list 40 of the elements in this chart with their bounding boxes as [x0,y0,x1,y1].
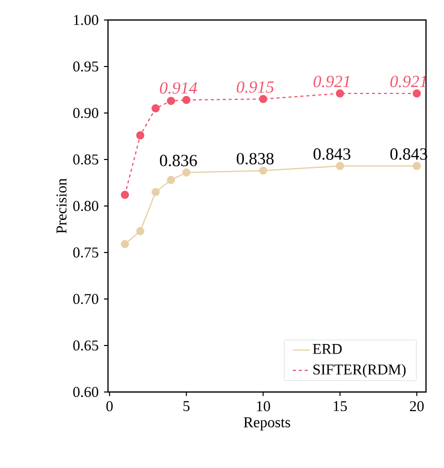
x-tick-label: 10 [257,401,270,412]
point [120,190,129,199]
point [259,166,268,175]
point [182,168,190,177]
y-tick-label: 0.70 [73,294,98,304]
point [152,188,160,196]
x-tick-label: 20 [410,401,424,412]
point [152,104,160,112]
y-tick-label: 0.85 [73,154,98,165]
y-tick-label: 0.65 [73,340,98,351]
y-tick-label: 0.75 [73,247,98,258]
data-label: 0.836 [160,154,197,166]
data-label: 0.921 [314,76,350,88]
point [120,240,129,248]
y-tick-label: 0.60 [73,386,98,398]
data-label: 0.843 [314,148,350,160]
legend-label: ERD [312,344,342,354]
data-label: 0.914 [160,82,198,94]
y-tick-label: 0.95 [73,61,98,72]
x-axis-title: Reposts [244,417,290,430]
point [259,94,268,104]
x-tick-label: 15 [334,401,347,412]
y-tick-label: 0.80 [73,200,98,212]
y-tick-label: 0.90 [73,108,98,118]
data-label: 0.838 [236,152,274,164]
point [136,131,144,140]
legend-label: SIFTER(RDM) [313,364,406,378]
point [412,162,421,170]
y-tick-label: 1.00 [74,14,98,26]
x-tick-label: 0 [106,401,113,412]
point [336,162,344,170]
y-axis-title: Precision [56,178,66,234]
point [166,176,176,184]
point [136,227,144,236]
x-tick-label: 5 [183,401,190,412]
data-label: 0.915 [236,81,274,93]
point [182,96,190,104]
point [412,89,421,98]
point [336,89,344,98]
point [166,96,176,105]
